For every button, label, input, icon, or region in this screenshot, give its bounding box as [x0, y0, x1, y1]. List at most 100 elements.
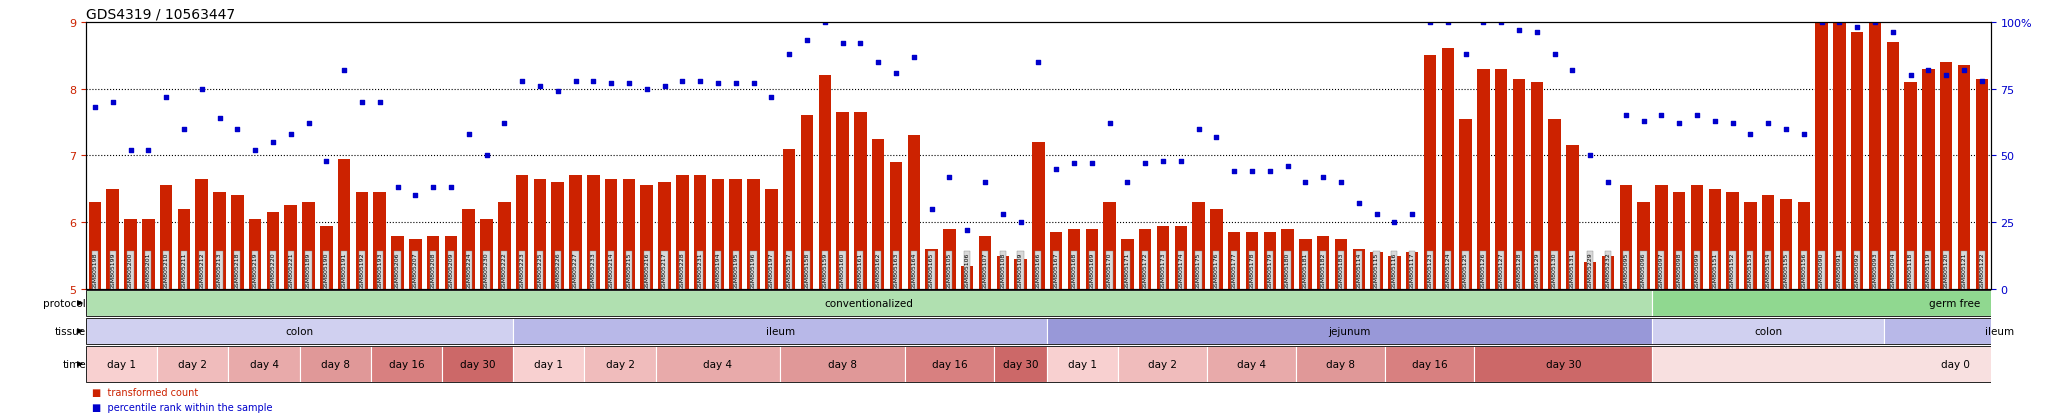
- Bar: [106, 189, 119, 289]
- Text: ileum: ileum: [766, 326, 795, 336]
- Text: GSM805213: GSM805213: [217, 252, 221, 289]
- Text: GSM805172: GSM805172: [1143, 252, 1147, 289]
- Bar: [1210, 209, 1223, 289]
- Text: GSM805210: GSM805210: [164, 252, 168, 289]
- Point: [524, 83, 557, 90]
- Bar: [1475, 346, 1653, 382]
- Text: GSM805151: GSM805151: [1712, 252, 1718, 289]
- Bar: [319, 226, 332, 289]
- Text: GSM805090: GSM805090: [1819, 252, 1825, 289]
- Text: GSM805107: GSM805107: [983, 252, 987, 289]
- Point: [293, 121, 326, 127]
- Bar: [1513, 79, 1526, 289]
- Bar: [1245, 233, 1257, 289]
- Point: [1325, 179, 1358, 186]
- Bar: [1958, 66, 1970, 289]
- Bar: [410, 239, 422, 289]
- Point: [1432, 19, 1464, 26]
- Text: day 30: day 30: [461, 359, 496, 369]
- Bar: [1317, 236, 1329, 289]
- Point: [78, 105, 111, 112]
- Text: GSM805096: GSM805096: [1640, 252, 1647, 289]
- Point: [1341, 201, 1374, 207]
- Point: [541, 89, 573, 95]
- Text: GSM805158: GSM805158: [805, 252, 809, 289]
- Point: [1556, 67, 1589, 74]
- Text: ■  percentile rank within the sample: ■ percentile rank within the sample: [92, 402, 272, 412]
- Point: [559, 78, 592, 85]
- Bar: [285, 206, 297, 289]
- Bar: [729, 179, 741, 289]
- Bar: [1745, 203, 1757, 289]
- Bar: [588, 176, 600, 289]
- Bar: [641, 186, 653, 289]
- Text: GSM805121: GSM805121: [1962, 252, 1966, 289]
- Point: [381, 185, 414, 191]
- Bar: [1298, 239, 1311, 289]
- Point: [256, 139, 289, 146]
- Text: GSM805163: GSM805163: [893, 252, 899, 289]
- Text: day 8: day 8: [1327, 359, 1356, 369]
- Point: [1147, 158, 1180, 165]
- Bar: [713, 179, 725, 289]
- Bar: [1655, 186, 1667, 289]
- Text: GSM805196: GSM805196: [752, 252, 756, 289]
- Text: GSM805126: GSM805126: [1481, 252, 1487, 289]
- Text: time: time: [61, 359, 86, 369]
- Bar: [498, 203, 510, 289]
- Text: GSM805220: GSM805220: [270, 252, 274, 289]
- Text: GSM805106: GSM805106: [965, 252, 969, 289]
- Bar: [997, 256, 1010, 289]
- Text: GSM805118: GSM805118: [1909, 252, 1913, 289]
- Point: [578, 78, 610, 85]
- Bar: [1780, 199, 1792, 289]
- Bar: [125, 219, 137, 289]
- Point: [1645, 113, 1677, 119]
- Point: [1769, 126, 1802, 133]
- Bar: [1923, 69, 1935, 289]
- Point: [1929, 73, 1962, 79]
- Text: tissue: tissue: [55, 326, 86, 336]
- Text: GSM805161: GSM805161: [858, 252, 862, 289]
- Bar: [481, 219, 494, 289]
- Bar: [1104, 203, 1116, 289]
- Text: GSM805232: GSM805232: [1606, 252, 1610, 289]
- Bar: [391, 236, 403, 289]
- Bar: [1653, 346, 2048, 382]
- Text: GSM805182: GSM805182: [1321, 252, 1325, 289]
- Text: GSM805169: GSM805169: [1090, 252, 1094, 289]
- Bar: [373, 192, 385, 289]
- Bar: [178, 209, 190, 289]
- Bar: [356, 192, 369, 289]
- Bar: [942, 229, 956, 289]
- Text: GSM805155: GSM805155: [1784, 252, 1788, 289]
- Text: GSM805108: GSM805108: [999, 252, 1006, 289]
- Text: GSM805230: GSM805230: [483, 252, 489, 289]
- Point: [1200, 134, 1233, 141]
- Bar: [836, 113, 848, 289]
- Point: [1128, 161, 1161, 167]
- Text: GSM805168: GSM805168: [1071, 252, 1077, 289]
- Text: GSM805208: GSM805208: [430, 252, 436, 289]
- Text: GSM805174: GSM805174: [1178, 252, 1184, 289]
- Point: [934, 174, 967, 180]
- Bar: [213, 192, 225, 289]
- Text: day 8: day 8: [827, 359, 856, 369]
- Point: [506, 78, 539, 85]
- Point: [772, 51, 805, 58]
- Bar: [1692, 186, 1704, 289]
- Point: [1966, 78, 1999, 85]
- Bar: [1868, 19, 1882, 289]
- Text: GSM805128: GSM805128: [1516, 252, 1522, 289]
- Bar: [86, 318, 514, 344]
- Bar: [1726, 192, 1739, 289]
- Text: GSM805225: GSM805225: [537, 252, 543, 289]
- Point: [1235, 169, 1268, 175]
- Point: [1360, 211, 1393, 218]
- Point: [1075, 161, 1108, 167]
- Point: [1876, 30, 1909, 37]
- Point: [1681, 113, 1714, 119]
- Bar: [1139, 229, 1151, 289]
- Text: day 1: day 1: [1069, 359, 1098, 369]
- Text: GSM805183: GSM805183: [1339, 252, 1343, 289]
